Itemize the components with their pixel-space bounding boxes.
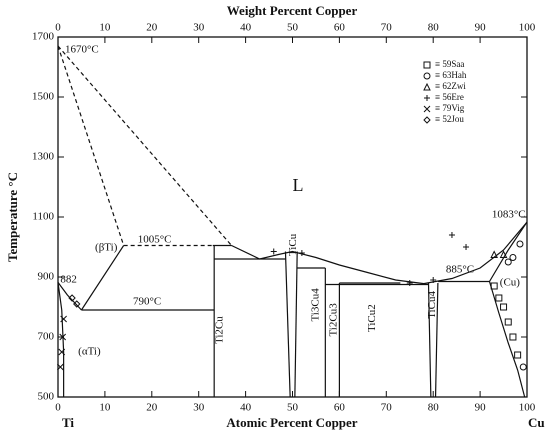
annotation: 882	[60, 274, 77, 286]
marker-square	[490, 282, 498, 290]
marker-plus	[463, 244, 470, 250]
y-tick-label: 700	[38, 331, 55, 343]
marker-x	[59, 333, 67, 341]
top-axis-title: Weight Percent Copper	[227, 3, 358, 18]
phase-boundary	[488, 221, 528, 282]
phase-boundary	[57, 45, 232, 246]
marker-plus	[270, 248, 277, 255]
marker-plus	[424, 95, 430, 101]
annotation: (Cu)	[500, 277, 520, 289]
annotation: Ti3Cu4	[309, 288, 321, 322]
y-axis-title: Temperature °C	[5, 172, 20, 262]
marker-square	[509, 333, 517, 341]
legend-label: ≡ 79Vig	[435, 103, 465, 113]
top-tick-label: 40	[240, 22, 252, 34]
x-tick-label: 80	[428, 402, 440, 414]
legend-label: ≡ 59Saa	[435, 59, 464, 69]
x-axis-title: Atomic Percent Copper	[226, 415, 357, 430]
marker-plus	[406, 280, 413, 286]
phase-boundary	[80, 245, 125, 311]
top-tick-label: 10	[99, 22, 111, 34]
legend-label: ≡ 62Zwi	[435, 81, 466, 91]
top-tick-label: 100	[519, 22, 536, 34]
phase-boundary	[427, 282, 432, 398]
marker-diamond	[73, 300, 81, 308]
x-tick-label: 0	[55, 402, 61, 414]
marker-square	[514, 351, 522, 359]
x-tick-label: 60	[334, 402, 346, 414]
top-tick-label: 90	[475, 22, 487, 34]
legend-label: ≡ 63Hah	[435, 70, 467, 80]
top-tick-label: 50	[287, 22, 299, 34]
x-tick-label: 70	[381, 402, 393, 414]
x-tick-label: 50	[287, 402, 299, 414]
annotation: 790°C	[133, 295, 161, 307]
marker-square	[504, 318, 512, 326]
marker-x	[60, 315, 67, 323]
annotation: Ti2Cu	[213, 316, 225, 344]
marker-plus	[448, 232, 455, 238]
x-tick-label: 90	[475, 402, 487, 414]
annotation: 885°C	[446, 264, 474, 276]
annotation: TiCu4	[426, 291, 438, 319]
marker-circle	[519, 363, 527, 371]
marker-square	[500, 303, 508, 311]
x-tick-label: 20	[146, 402, 158, 414]
phase-boundary	[57, 282, 65, 397]
marker-circle	[509, 254, 517, 261]
marker-x	[56, 363, 64, 371]
marker-square	[423, 61, 431, 69]
marker-diamond	[68, 294, 76, 302]
y-tick-label: 1700	[32, 31, 55, 43]
top-tick-label: 70	[381, 22, 393, 34]
y-tick-label: 500	[38, 391, 55, 403]
end-label: Ti	[62, 415, 74, 430]
x-tick-label: 100	[519, 402, 536, 414]
annotation: 1670°C	[65, 43, 99, 55]
marker-x	[423, 105, 431, 113]
top-tick-label: 30	[193, 22, 205, 34]
phase-boundary	[488, 281, 526, 398]
x-tick-label: 30	[193, 402, 205, 414]
marker-x	[58, 348, 66, 356]
phase-boundary	[284, 251, 291, 398]
top-tick-label: 80	[428, 22, 440, 34]
legend-label: ≡ 52Jou	[435, 114, 464, 124]
marker-diamond	[423, 116, 431, 124]
y-tick-label: 900	[38, 271, 55, 283]
marker-square	[495, 294, 503, 302]
marker-plus	[298, 250, 305, 256]
y-tick-label: 1300	[32, 151, 55, 163]
y-tick-label: 1500	[32, 91, 55, 103]
top-tick-label: 0	[55, 22, 61, 34]
marker-circle	[504, 258, 512, 266]
annotation: (βTi)	[95, 241, 118, 253]
phase-boundary	[57, 45, 125, 246]
marker-plus	[430, 277, 437, 283]
top-tick-label: 20	[146, 22, 158, 34]
x-tick-label: 10	[99, 402, 111, 414]
top-tick-label: 60	[334, 22, 346, 34]
annotation: L	[293, 175, 304, 195]
marker-circle	[423, 72, 431, 80]
annotation: 1005°C	[138, 234, 172, 246]
end-label: Cu	[528, 415, 545, 430]
phase-boundary	[294, 251, 298, 398]
annotation: TiCu	[287, 233, 299, 256]
annotation: TiCu2	[366, 304, 378, 332]
phase-boundary	[434, 282, 439, 398]
x-tick-label: 40	[240, 402, 252, 414]
marker-circle	[516, 240, 524, 248]
annotation: (αTi)	[78, 346, 101, 358]
phase-boundary	[231, 221, 528, 285]
marker-triangle	[499, 250, 508, 258]
legend-label: ≡ 56Ere	[435, 92, 464, 102]
marker-triangle	[423, 82, 431, 91]
phase-boundary	[57, 282, 82, 311]
marker-triangle	[490, 250, 498, 258]
y-tick-label: 1100	[32, 211, 54, 223]
annotation: 1083°C	[492, 208, 526, 220]
annotation: Ti2Cu3	[327, 303, 339, 337]
